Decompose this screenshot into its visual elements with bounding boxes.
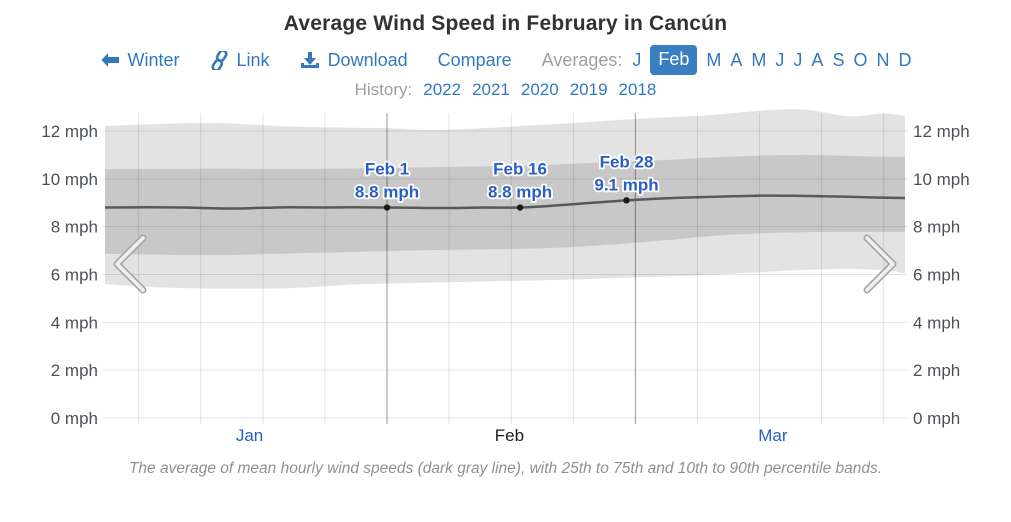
left-arrow-icon xyxy=(100,52,120,68)
history-year-2022[interactable]: 2022 xyxy=(423,80,462,99)
month-nav-7[interactable]: A xyxy=(811,50,824,70)
winter-link-label: Winter xyxy=(127,50,180,70)
y-axis-label-right-12: 12 mph xyxy=(913,122,970,141)
annotation-date-0: Feb 1 xyxy=(365,160,409,179)
month-nav-11[interactable]: D xyxy=(898,50,912,70)
month-nav-5[interactable]: J xyxy=(775,50,785,70)
month-nav-3[interactable]: A xyxy=(730,50,743,70)
toolbar: Winter Link Download xyxy=(0,45,1011,75)
month-nav-0[interactable]: J xyxy=(632,50,642,70)
mean-wind-speed-line xyxy=(104,194,906,210)
averages-label: Averages: xyxy=(541,50,623,70)
y-axis-label-left-2: 2 mph xyxy=(51,361,98,380)
chart-caption: The average of mean hourly wind speeds (… xyxy=(128,460,883,477)
download-link[interactable]: Download xyxy=(300,47,408,73)
averages-group: Averages: J Feb M A M J J A S O N D xyxy=(541,45,911,75)
annotation-date-1: Feb 16 xyxy=(493,160,547,179)
history-label: History: xyxy=(354,80,413,99)
y-axis-label-left-6: 6 mph xyxy=(51,265,98,284)
data-point-dot-0 xyxy=(383,204,391,211)
year-nav: 2022 2021 2020 2019 2018 xyxy=(423,80,656,100)
data-point-dot-1 xyxy=(516,204,524,211)
link-link-label: Link xyxy=(236,50,270,70)
annotation-value-2: 9.1 mph xyxy=(594,175,658,194)
prev-period-chevron-button-inner xyxy=(115,236,145,292)
download-icon xyxy=(300,51,320,69)
x-axis-month-jan[interactable]: Jan xyxy=(236,426,263,445)
month-nav-6[interactable]: J xyxy=(793,50,803,70)
download-link-label: Download xyxy=(327,50,408,70)
y-axis-label-right-0: 0 mph xyxy=(913,409,960,428)
y-axis-label-right-2: 2 mph xyxy=(913,361,960,380)
month-nav: J Feb M A M J J A S O N D xyxy=(632,45,911,75)
annotation-date-2: Feb 28 xyxy=(600,152,654,171)
next-period-chevron-button-inner xyxy=(865,236,895,292)
page-title: Average Wind Speed in February in Cancún xyxy=(283,12,728,35)
chain-link-icon xyxy=(210,50,229,70)
y-axis-label-left-4: 4 mph xyxy=(51,313,98,332)
compare-link-label: Compare xyxy=(437,50,512,70)
history-year-2018[interactable]: 2018 xyxy=(618,80,657,99)
link-link[interactable]: Link xyxy=(210,47,270,73)
annotation-value-0: 8.8 mph xyxy=(355,183,419,202)
y-axis-label-left-10: 10 mph xyxy=(41,170,98,189)
history-year-2019[interactable]: 2019 xyxy=(569,80,608,99)
wind-chart: 0 mph 0 mph 2 mph 2 mph 4 mph 4 mph 6 mph 6 mph… xyxy=(41,109,970,445)
history-nav: History: 2022 2021 2020 2019 2018 xyxy=(0,80,1011,100)
history-year-2020[interactable]: 2020 xyxy=(520,80,559,99)
month-nav-4[interactable]: M xyxy=(751,50,767,70)
y-axis-label-right-6: 6 mph xyxy=(913,265,960,284)
y-axis-label-right-10: 10 mph xyxy=(913,170,970,189)
y-axis-label-left-0: 0 mph xyxy=(51,409,98,428)
y-axis-label-left-8: 8 mph xyxy=(51,218,98,237)
compare-link[interactable]: Compare xyxy=(438,47,512,73)
annotation-value-1: 8.8 mph xyxy=(488,183,552,202)
month-nav-8[interactable]: S xyxy=(832,50,845,70)
x-axis-month-feb: Feb xyxy=(495,426,524,445)
y-axis-label-right-4: 4 mph xyxy=(913,313,960,332)
data-point-dot-2 xyxy=(623,197,630,204)
percentile-band-25-75 xyxy=(105,154,905,256)
month-nav-9[interactable]: O xyxy=(853,50,868,70)
month-nav-2[interactable]: M xyxy=(706,50,722,70)
month-nav-current-1[interactable]: Feb xyxy=(650,45,698,75)
y-axis-label-left-12: 12 mph xyxy=(41,122,98,141)
month-nav-10[interactable]: N xyxy=(876,50,890,70)
history-year-2021[interactable]: 2021 xyxy=(472,80,510,99)
winter-link[interactable]: Winter xyxy=(100,47,180,73)
x-axis-month-mar[interactable]: Mar xyxy=(758,426,788,445)
y-axis-label-right-8: 8 mph xyxy=(913,218,960,237)
